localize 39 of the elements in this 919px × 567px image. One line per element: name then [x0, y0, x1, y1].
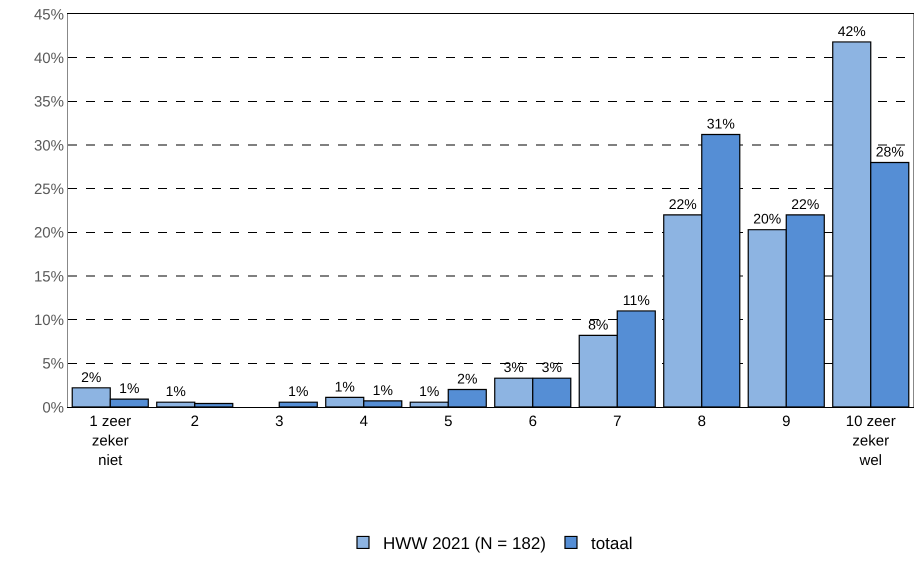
y-tick-label: 40% [34, 50, 64, 67]
x-tick-label: 7 [613, 413, 622, 430]
data-label: 42% [838, 22, 866, 39]
y-tick-label: 45% [34, 6, 64, 24]
data-label: 28% [876, 143, 904, 160]
data-label: 1% [166, 383, 186, 400]
y-tick-label: 15% [34, 268, 64, 286]
data-label: 22% [791, 196, 820, 212]
data-label: 3% [542, 359, 562, 376]
legend-label: totaal [590, 534, 633, 554]
y-tick-label: 30% [34, 137, 64, 154]
data-label: 1% [419, 383, 440, 400]
x-tick-label: 4 [360, 413, 368, 430]
data-label: 1% [119, 380, 140, 396]
data-label: 1% [288, 383, 308, 400]
data-label: 8% [588, 316, 608, 332]
x-tick-label: 1 zeer zeker niet [89, 413, 132, 469]
y-tick-label: 5% [42, 356, 64, 373]
y-tick-label: 35% [34, 94, 64, 111]
data-label: 31% [706, 116, 735, 132]
data-label: 22% [668, 196, 697, 212]
data-label: 11% [622, 292, 650, 308]
x-tick-label: 10 zeer zeker wel [846, 413, 896, 469]
data-label: 1% [334, 378, 355, 394]
y-tick-label: 0% [42, 399, 64, 416]
data-label: 20% [753, 210, 782, 227]
x-tick-label: 3 [275, 413, 284, 430]
x-tick-label: 6 [528, 413, 537, 430]
data-label: 2% [457, 370, 478, 387]
data-label: 2% [81, 368, 102, 385]
x-tick-label: 9 [782, 413, 790, 430]
y-tick-label: 10% [34, 312, 64, 329]
x-tick-label: 5 [444, 413, 452, 430]
x-tick-label: 2 [190, 413, 199, 430]
x-tick-label: 8 [698, 413, 706, 430]
y-tick-label: 20% [34, 224, 64, 242]
legend-label: HWW 2021 (N = 182) [383, 534, 546, 554]
data-label: 1% [372, 382, 393, 398]
y-tick-label: 25% [34, 180, 64, 198]
